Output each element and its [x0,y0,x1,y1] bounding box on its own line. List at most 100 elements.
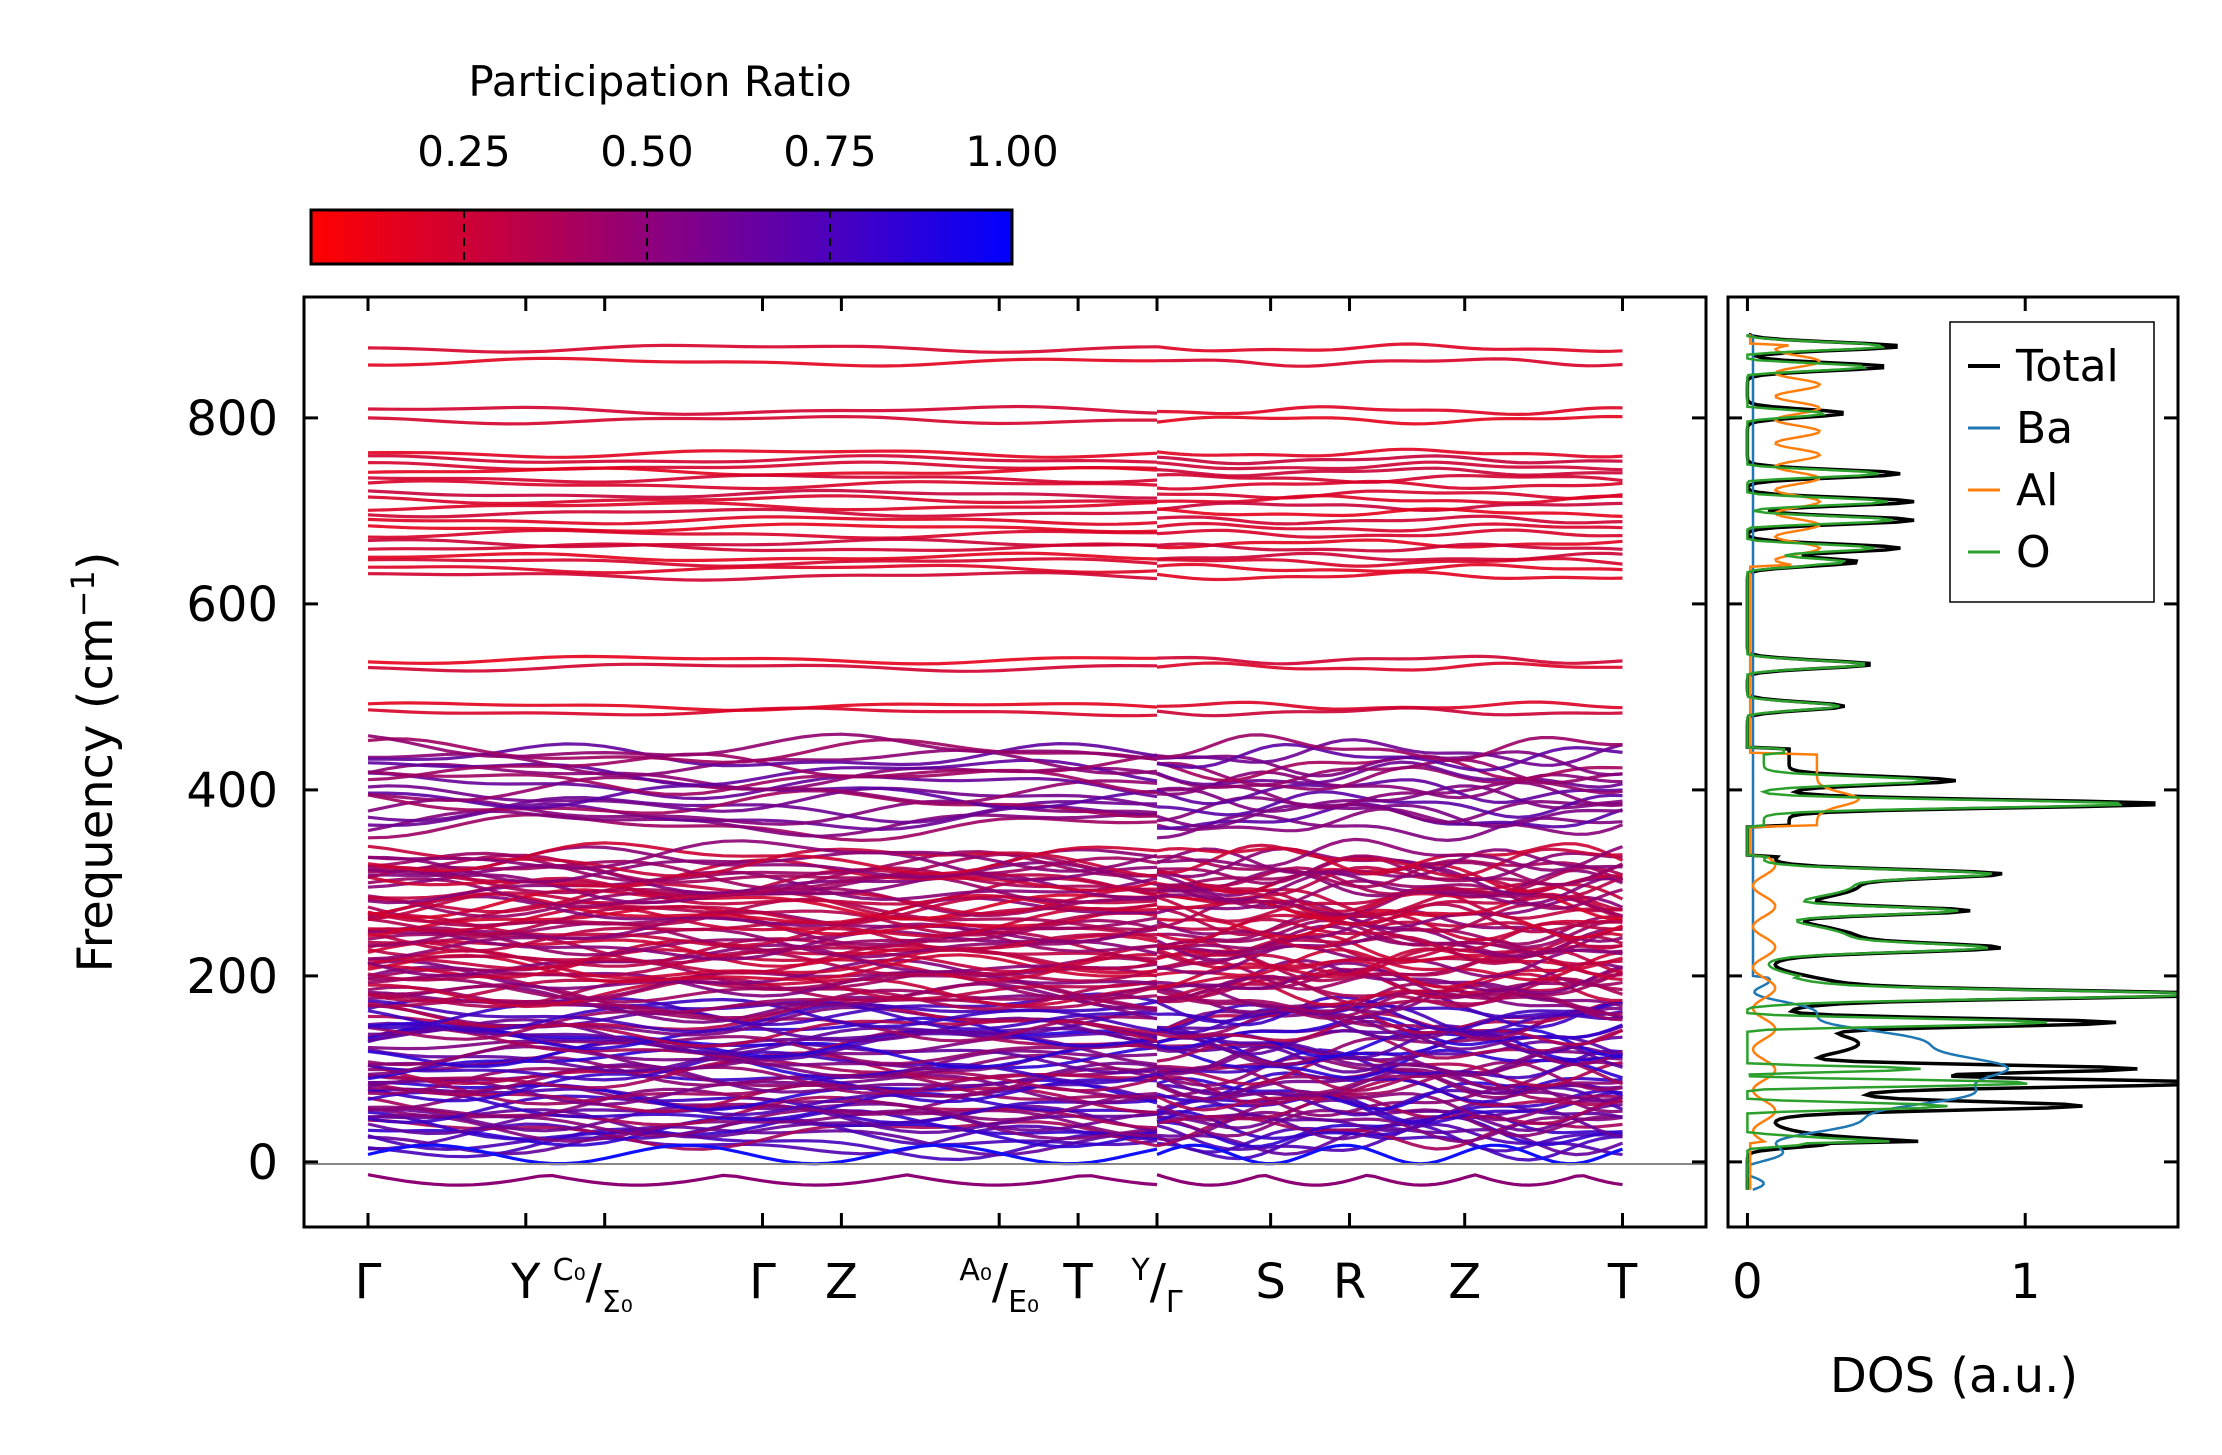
band-line [367,706,1158,718]
colorbar-gradient [309,208,1014,266]
x-tick-label: Γ [749,1254,776,1310]
band-line [1156,778,1623,806]
band-line [367,1072,1158,1104]
band-line [1156,967,1623,1002]
band-line [367,977,1158,1009]
x-tick-label: Γ [355,1254,382,1310]
band-line [367,965,1158,998]
band-line [367,537,1158,549]
x-tick-label: C₀/Σ₀ [553,1253,633,1320]
band-line [367,1104,1158,1139]
band-line [1156,918,1623,949]
band-line [1156,982,1623,1016]
band-line [367,1109,1158,1141]
colorbar: Participation Ratio 0.25 0.50 0.75 1.00 [309,57,1059,266]
band-line [1156,803,1623,829]
band-line [1156,1048,1623,1080]
y-tick-label: 0 [247,1135,278,1191]
band-line [1156,1089,1623,1124]
band-line [1156,521,1623,533]
dos-x-axis-label: DOS (a.u.) [1830,1348,2078,1404]
band-line [1156,501,1623,513]
band-line [1156,706,1623,718]
band-line [367,500,1158,512]
x-tick-label: T [1607,1254,1638,1310]
band-line [1156,447,1623,459]
band-line [367,940,1158,975]
band-line [1156,454,1623,466]
dos-ba-line [1746,334,2010,1191]
x-tick-label: Z [825,1254,858,1310]
band-line [367,515,1158,526]
band-line [367,752,1158,782]
band-line [1156,862,1623,895]
band-line [1156,738,1623,767]
band-line [367,1001,1158,1035]
x-tick-label: R [1333,1254,1366,1310]
band-line [1156,871,1623,906]
band-line [1156,570,1623,582]
band-line [1156,760,1623,789]
band-line [1156,1006,1623,1040]
dos-x-tick-label: 0 [1732,1254,1763,1310]
y-tick-label: 600 [186,577,278,633]
x-tick-label: T [1062,1254,1093,1310]
band-line [367,943,1158,978]
band-line [367,522,1158,534]
band-line [1156,865,1623,896]
band-line [367,507,1158,519]
band-line [367,1087,1158,1122]
band-line [367,414,1157,426]
band-line [367,1125,1158,1157]
band-line [368,551,1158,563]
band-line [367,454,1158,464]
legend-label-total: Total [2015,341,2119,392]
band-line [367,528,1157,540]
band-line [367,542,1158,553]
band-line [367,866,1158,896]
legend-label-al: Al [2016,465,2058,516]
band-line [1156,1091,1623,1122]
band-line [367,654,1157,666]
band-line [367,958,1158,991]
band-line [1156,1072,1623,1106]
band-line [367,460,1158,471]
band-line [1156,460,1623,472]
band-line [367,343,1158,354]
band-line [1156,661,1623,672]
band-line [1156,1098,1623,1133]
band-line [1156,1001,1623,1035]
x-tick-label: Z [1448,1254,1481,1310]
dos-x-tick-label: 1 [2010,1254,2041,1310]
x-tick-label: S [1255,1254,1285,1310]
band-line [367,449,1158,459]
band-line-acoustic [367,1143,1158,1166]
band-line [367,809,1158,838]
legend-label-ba: Ba [2016,403,2073,454]
legend: Total Ba Al O [1949,321,2155,603]
band-line [1156,837,1624,872]
band-line [367,1050,1158,1085]
band-line [1156,479,1623,491]
band-line [1156,1071,1623,1104]
phonon-bands [367,342,1624,1187]
band-line-acoustic [1156,1143,1624,1166]
band-line [1156,1126,1624,1157]
band-line [367,1102,1158,1133]
colorbar-tick-label: 0.25 [417,127,511,176]
legend-box [1949,321,2155,603]
band-line [1156,405,1623,417]
y-axis: 0 200 400 600 800 [186,391,1706,1191]
y-axis-label: Frequency (cm−1) [64,551,124,972]
x-tick-label: Y/Γ [1130,1253,1183,1320]
band-line [367,662,1158,673]
band-line [1156,742,1623,772]
band-line [367,557,1158,568]
band-line [1156,1046,1623,1080]
band-line [1156,847,1623,879]
band-line [1156,538,1623,550]
legend-label-o: O [2016,527,2051,578]
band-line [367,570,1158,582]
band-line [1156,542,1623,553]
band-line-negative [1156,1173,1623,1187]
